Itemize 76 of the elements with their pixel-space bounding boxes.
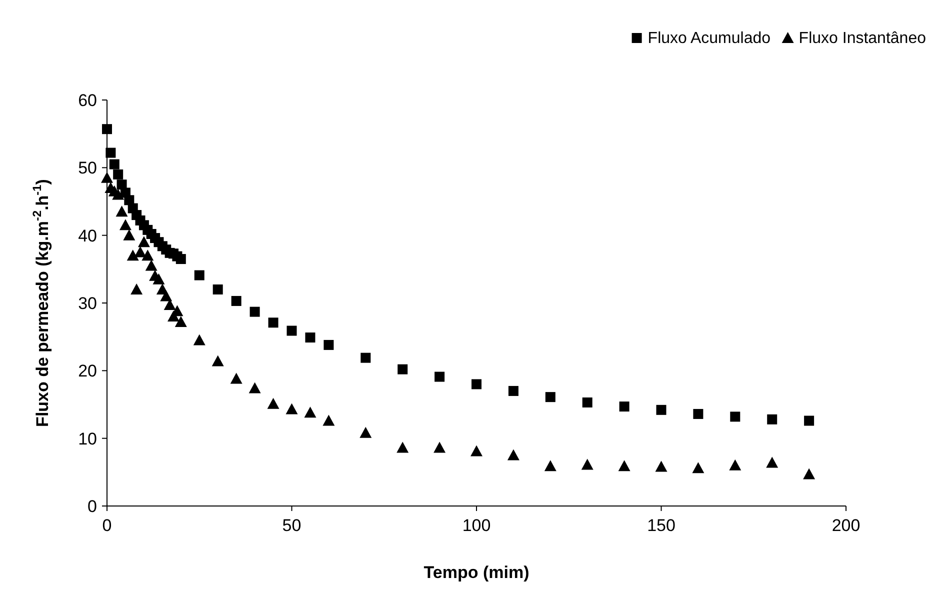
point: [693, 408, 704, 419]
point: [804, 416, 814, 426]
x-tick-label: 150: [647, 516, 676, 535]
x-tick-label: 0: [102, 516, 112, 535]
point: [618, 460, 630, 472]
legend-label: Fluxo Acumulado: [648, 30, 771, 47]
point: [113, 169, 124, 180]
y-tick-label: 50: [78, 158, 97, 178]
point: [360, 352, 371, 363]
point: [286, 326, 297, 336]
point: [230, 372, 242, 384]
point: [145, 260, 158, 271]
point: [729, 459, 742, 470]
x-tick-label: 50: [282, 516, 302, 535]
point: [123, 229, 136, 240]
point: [106, 148, 116, 158]
x-tick-label: 100: [462, 516, 491, 535]
point: [545, 392, 556, 402]
point: [581, 458, 594, 470]
point: [324, 340, 334, 350]
point: [322, 414, 335, 426]
point: [130, 283, 143, 294]
y-tick-label: 40: [78, 226, 97, 246]
point: [126, 250, 139, 261]
point: [304, 406, 316, 418]
point: [655, 460, 668, 472]
point: [267, 398, 280, 409]
point: [109, 159, 120, 170]
point: [119, 219, 132, 230]
point: [656, 404, 666, 415]
point: [360, 426, 372, 438]
point: [152, 273, 165, 284]
point: [212, 355, 224, 366]
point: [730, 412, 740, 422]
point: [138, 236, 150, 248]
point: [101, 172, 113, 183]
point: [160, 290, 172, 302]
point: [472, 379, 482, 390]
point: [193, 334, 206, 346]
point: [286, 403, 298, 414]
point: [396, 442, 409, 453]
point: [250, 306, 260, 317]
point: [112, 188, 124, 200]
point: [102, 124, 112, 134]
point: [619, 402, 630, 412]
y-tick-label: 0: [88, 497, 97, 516]
point: [766, 456, 778, 468]
y-tick-label: 20: [78, 362, 97, 381]
point: [508, 386, 518, 396]
point: [212, 284, 223, 294]
y-tick-label: 10: [78, 429, 97, 448]
point: [248, 382, 261, 394]
point: [398, 364, 408, 374]
point: [544, 460, 556, 472]
point: [231, 296, 242, 306]
x-tick-label: 200: [832, 516, 860, 535]
point: [176, 254, 186, 264]
point: [507, 449, 520, 460]
point: [134, 246, 146, 258]
point: [470, 445, 482, 456]
point: [767, 414, 778, 424]
point: [582, 397, 592, 408]
point: [142, 250, 154, 261]
point: [305, 332, 316, 343]
y-tick-label: 30: [78, 294, 97, 313]
x-axis-title: Tempo (mim): [424, 563, 530, 582]
point: [434, 442, 446, 453]
point: [434, 372, 445, 382]
point: [268, 318, 278, 328]
legend-label: Fluxo Instantâneo: [798, 30, 926, 47]
y-tick-label: 60: [78, 91, 97, 110]
point: [194, 270, 204, 280]
point: [116, 206, 128, 217]
point: [174, 316, 187, 327]
point: [692, 462, 704, 474]
point: [803, 468, 816, 480]
